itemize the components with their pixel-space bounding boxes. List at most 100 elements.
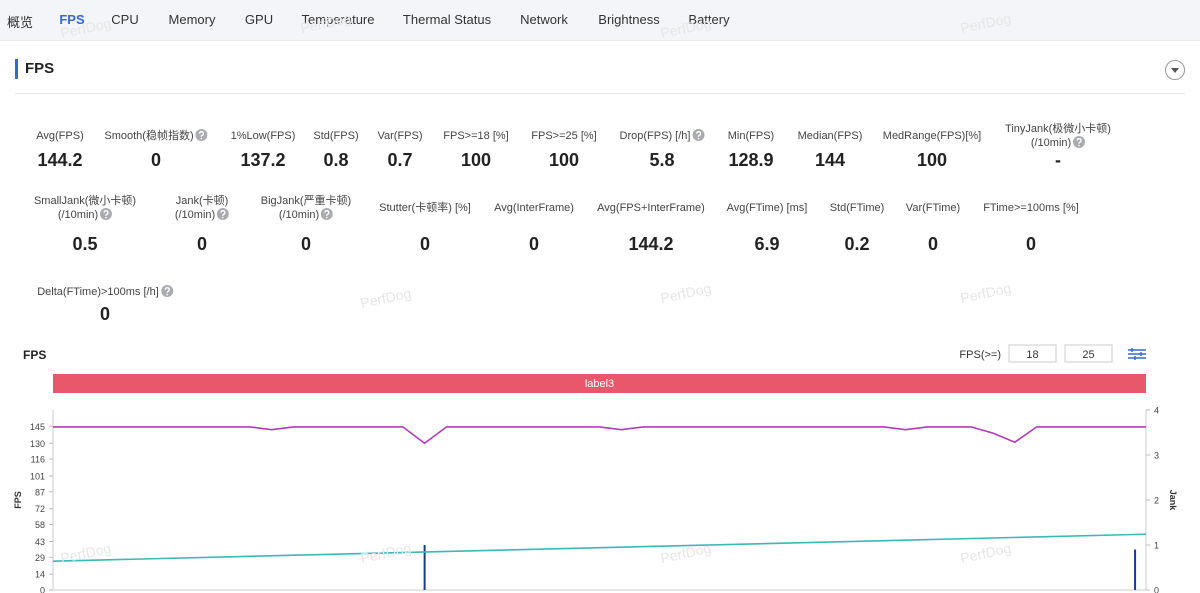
metric: Delta(FTime)>100ms [/h] 0 bbox=[37, 285, 173, 324]
tab[interactable]: Network bbox=[520, 12, 568, 27]
metric: FPS>=18 [%] 100 bbox=[443, 129, 509, 170]
tab[interactable]: GPU bbox=[244, 12, 274, 27]
y-tick-label: 130 bbox=[30, 439, 45, 449]
metric-label: Stutter(卡顿率) [%] bbox=[379, 201, 471, 215]
metric-label-text: Jank(卡顿) bbox=[175, 195, 229, 207]
help-icon[interactable] bbox=[100, 208, 113, 220]
metric-value: 100 bbox=[460, 150, 492, 170]
metric-value: 144.2 bbox=[628, 234, 674, 254]
metric-label-text: Avg(InterFrame) bbox=[494, 202, 574, 214]
help-icon[interactable] bbox=[1073, 136, 1086, 148]
metric-label-text: (/10min) bbox=[1030, 137, 1072, 149]
metric-label-text: Avg(FPS) bbox=[36, 130, 84, 142]
y-tick-label: 29 bbox=[35, 553, 45, 563]
metric-label-text: Min(FPS) bbox=[727, 130, 775, 142]
y-tick-label: 101 bbox=[30, 472, 45, 482]
tab[interactable]: Brightness bbox=[598, 12, 660, 27]
metric: Avg(FPS) 144.2 bbox=[36, 129, 84, 170]
metric-value: 0.5 bbox=[72, 234, 98, 254]
jank-bar bbox=[423, 545, 426, 590]
metric-value: 0 bbox=[99, 304, 110, 324]
y2-tick-label: 4 bbox=[1154, 406, 1159, 416]
tab[interactable]: CPU bbox=[111, 12, 139, 27]
metric-label-text: Var(FTime) bbox=[905, 202, 961, 214]
metric-label-text: TinyJank(极微小卡顿) bbox=[1005, 123, 1111, 135]
metric-label-text: Std(FPS) bbox=[313, 130, 359, 142]
metric-value: 0 bbox=[300, 234, 312, 254]
metric-label-text: Std(FTime) bbox=[829, 202, 885, 214]
metric-label-text: (/10min) bbox=[174, 209, 216, 221]
metric-value: 5.8 bbox=[649, 150, 675, 170]
metric-label-text: 1%Low(FPS) bbox=[230, 130, 296, 142]
metric-label: Delta(FTime)>100ms [/h] bbox=[37, 285, 173, 299]
series-line bbox=[52, 533, 1147, 562]
metric-label: TinyJank(极微小卡顿) bbox=[1005, 122, 1111, 136]
help-icon[interactable] bbox=[217, 208, 230, 220]
metric: Jank(卡顿) (/10min) 0 bbox=[174, 194, 230, 254]
metric: Std(FPS) 0.8 bbox=[313, 129, 358, 170]
metric-label: 1%Low(FPS) bbox=[231, 129, 296, 143]
help-icon[interactable] bbox=[321, 208, 334, 220]
metric-value: 144 bbox=[814, 150, 846, 170]
divider bbox=[15, 93, 1185, 94]
tab[interactable]: Thermal Status bbox=[402, 12, 492, 27]
y2-tick-label: 2 bbox=[1154, 496, 1159, 506]
metric-label-text: FPS>=18 [%] bbox=[443, 130, 509, 142]
metric-label: FTime>=100ms [%] bbox=[983, 201, 1079, 215]
metric-label: (/10min) bbox=[1005, 136, 1111, 150]
metric-label-text: BigJank(严重卡顿) bbox=[260, 195, 352, 207]
tab[interactable]: 概览 bbox=[6, 15, 34, 30]
metric-value: 144.2 bbox=[37, 150, 83, 170]
metric-value: 0.8 bbox=[323, 150, 349, 170]
metric-label-text: (/10min) bbox=[57, 209, 99, 221]
metric-label-text: Avg(FTime) [ms] bbox=[726, 202, 808, 214]
metric-label-text: Smooth(稳帧指数) bbox=[104, 130, 194, 142]
watermark: PerfDog bbox=[658, 279, 713, 307]
tab[interactable]: Memory bbox=[168, 12, 216, 27]
tab[interactable]: Temperature bbox=[301, 12, 375, 27]
metric-label: FPS>=25 [%] bbox=[531, 129, 596, 143]
metric: Std(FTime) 0.2 bbox=[829, 201, 885, 254]
y-axis-label: FPS bbox=[13, 491, 23, 509]
y-tick-label: 87 bbox=[35, 487, 45, 497]
watermark: PerfDog bbox=[358, 284, 413, 312]
metric-value: 0 bbox=[528, 234, 540, 254]
metric-label: Std(FPS) bbox=[313, 129, 358, 143]
metric: Smooth(稳帧指数) 0 bbox=[104, 129, 208, 170]
collapse-button[interactable] bbox=[1164, 59, 1186, 81]
help-icon[interactable] bbox=[195, 129, 208, 141]
metric: Drop(FPS) [/h] 5.8 bbox=[620, 129, 705, 170]
section-title: FPS bbox=[15, 59, 54, 79]
metric-label: (/10min) bbox=[34, 208, 136, 222]
series-line bbox=[53, 426, 1146, 445]
metric: FTime>=100ms [%] 0 bbox=[983, 201, 1079, 254]
tab[interactable]: Battery bbox=[688, 12, 730, 27]
metric: SmallJank(微小卡顿) (/10min) 0.5 bbox=[34, 194, 136, 254]
metric: Avg(FPS+InterFrame) 144.2 bbox=[597, 201, 705, 254]
threshold-input[interactable] bbox=[1064, 344, 1113, 363]
metric-label: Drop(FPS) [/h] bbox=[620, 129, 705, 143]
metric-label-text: Avg(FPS+InterFrame) bbox=[597, 202, 705, 214]
chart-title: FPS bbox=[23, 348, 46, 362]
threshold-label: FPS(>=) bbox=[959, 349, 1001, 361]
metric-label: Jank(卡顿) bbox=[175, 194, 229, 208]
metric-value: - bbox=[1055, 150, 1061, 170]
help-icon[interactable] bbox=[160, 285, 173, 297]
y-tick-label: 72 bbox=[35, 504, 45, 514]
metric-label-text: Delta(FTime)>100ms [/h] bbox=[37, 286, 159, 298]
threshold-input[interactable] bbox=[1008, 344, 1057, 363]
label-band bbox=[53, 374, 1146, 393]
settings-icon[interactable] bbox=[1128, 348, 1146, 360]
metric: Avg(FTime) [ms] 6.9 bbox=[726, 201, 808, 254]
help-icon[interactable] bbox=[692, 129, 705, 141]
watermark: PerfDog bbox=[958, 279, 1013, 307]
metric: FPS>=25 [%] 100 bbox=[531, 129, 596, 170]
metric-value: 100 bbox=[916, 150, 948, 170]
tab[interactable]: FPS bbox=[59, 12, 85, 27]
metric: Var(FTime) 0 bbox=[905, 201, 961, 254]
y-tick-label: 58 bbox=[35, 520, 45, 530]
metric-value: 0 bbox=[1025, 234, 1036, 254]
y2-axis-label: Jank bbox=[1168, 490, 1178, 512]
metric: MedRange(FPS)[%] 100 bbox=[883, 129, 981, 170]
metric-label: Var(FPS) bbox=[377, 129, 422, 143]
